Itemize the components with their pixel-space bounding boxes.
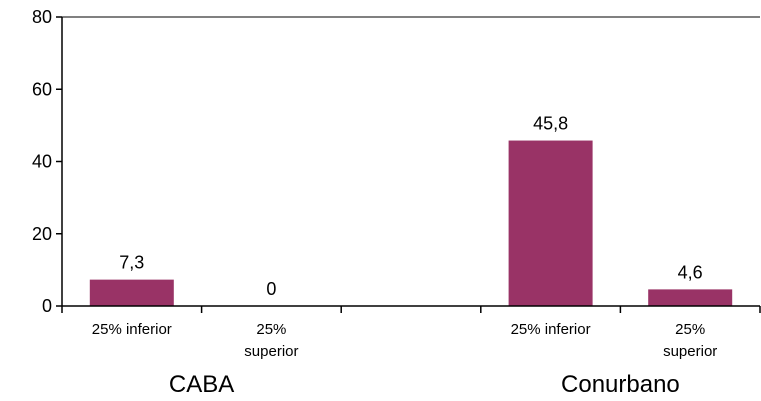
- data-label: 0: [266, 279, 276, 299]
- x-tick-label: 25%: [256, 321, 286, 338]
- x-tick-label: 25% inferior: [511, 321, 591, 338]
- y-tick-label: 20: [32, 224, 52, 244]
- x-tick-label: 25% inferior: [92, 321, 172, 338]
- y-tick-label: 0: [42, 296, 52, 316]
- group-label: Conurbano: [561, 371, 680, 398]
- x-tick-label: superior: [663, 343, 717, 360]
- y-axis: 0 20 40 60 80: [32, 7, 760, 316]
- y-tick-label: 40: [32, 152, 52, 172]
- bar: [648, 289, 733, 306]
- y-tick-label: 80: [32, 7, 52, 27]
- data-label: 45,8: [533, 114, 568, 134]
- x-tick-label: superior: [244, 343, 298, 360]
- x-tick-label: 25%: [675, 321, 705, 338]
- x-axis: 25% inferior 25% superior 25% inferior 25% su…: [61, 305, 761, 398]
- data-label: 4,6: [678, 262, 703, 282]
- group-label: CABA: [169, 371, 234, 398]
- y-tick-label: 60: [32, 79, 52, 99]
- data-labels: 7,3 0 45,8 4,6: [119, 114, 702, 299]
- bars: [89, 140, 733, 306]
- bar: [508, 140, 593, 306]
- bar: [89, 279, 174, 306]
- data-label: 7,3: [119, 253, 144, 273]
